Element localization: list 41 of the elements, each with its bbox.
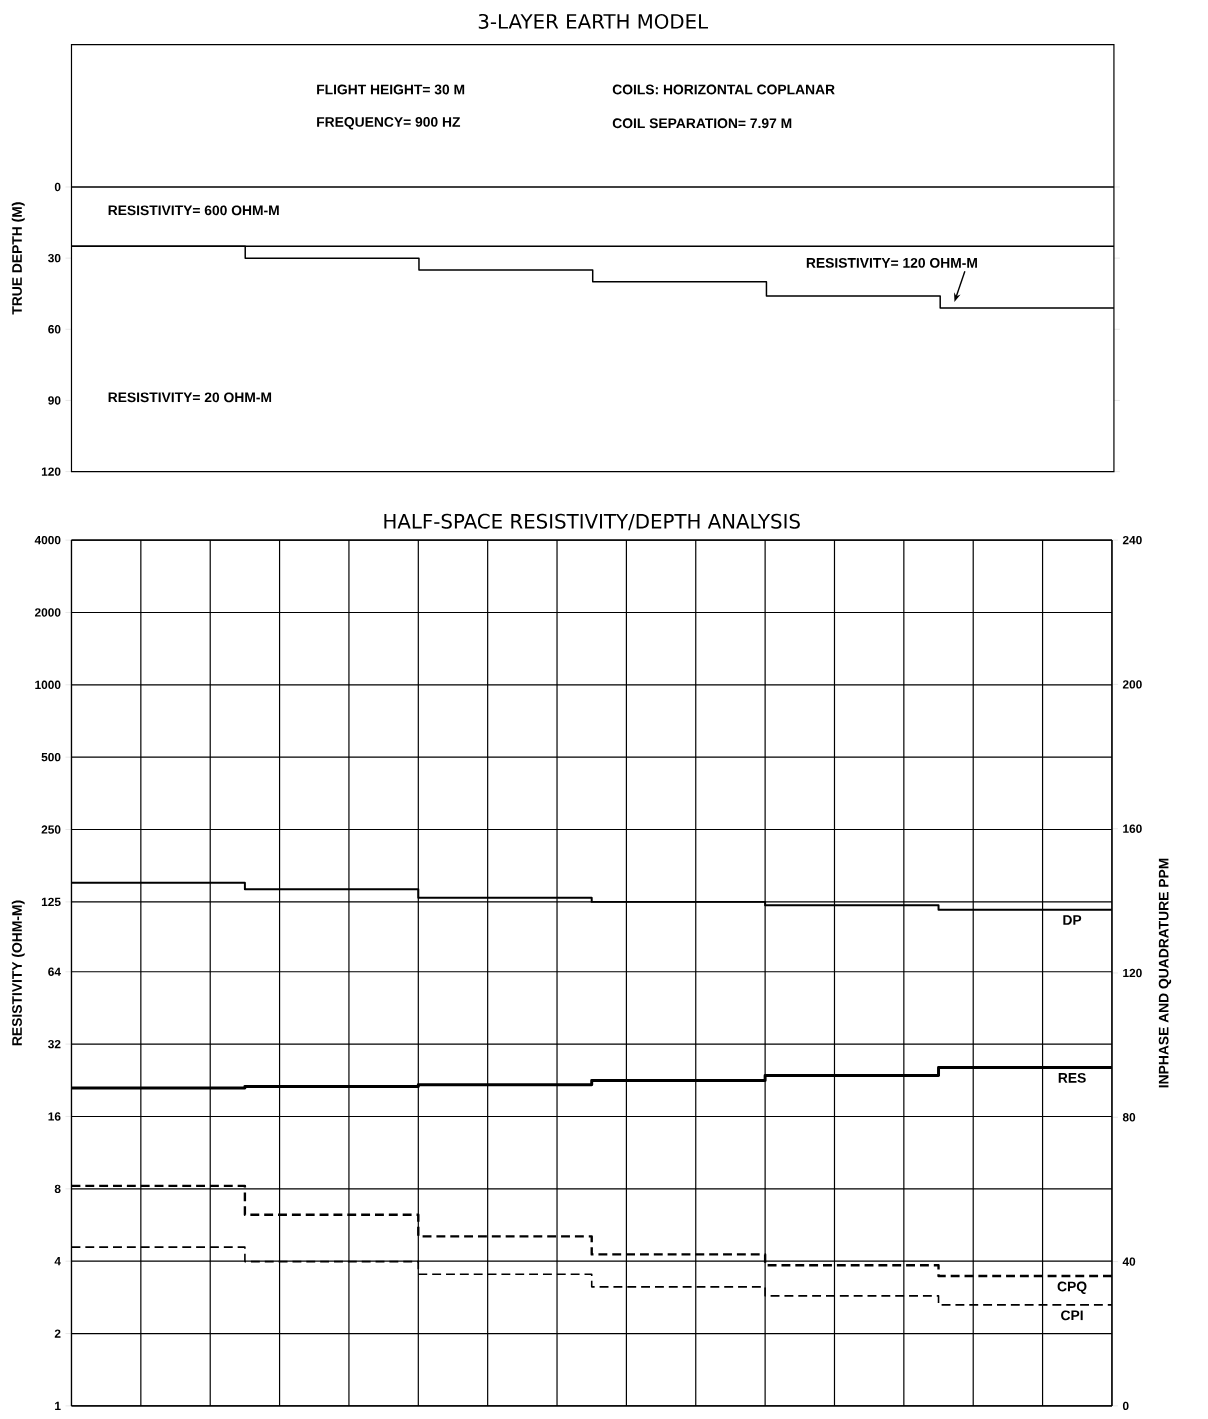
y2-tick-label: 160	[1123, 824, 1142, 833]
y2-tick-label: 200	[1122, 680, 1142, 689]
y2-tick-label: 0	[1122, 1401, 1129, 1411]
annotation: FREQUENCY= 900 HZ	[316, 117, 460, 130]
y-tick-label: 8	[54, 1184, 61, 1194]
y-axis-title: TRUE DEPTH (M)	[11, 202, 25, 315]
y-tick-label: 4000	[34, 535, 61, 545]
y-tick-label: 32	[47, 1039, 61, 1049]
annotation: FLIGHT HEIGHT= 30 M	[316, 84, 464, 95]
y-axis-title: RESISTIVITY (OHM-M)	[11, 900, 25, 1046]
y-tick-label: 120	[41, 467, 61, 476]
y-tick-label: 125	[41, 897, 61, 907]
y2-tick-label: 240	[1122, 535, 1142, 545]
annotation: COILS: HORIZONTAL COPLANAR	[612, 84, 835, 95]
series-label: CPI	[1060, 1310, 1083, 1321]
y-tick-label: 2000	[34, 608, 61, 617]
chart-title: HALF-SPACE RESISTIVITY/DEPTH ANALYSIS	[384, 513, 800, 531]
series-label: CPQ	[1057, 1281, 1087, 1294]
y-tick-label: 2	[54, 1329, 61, 1338]
y-tick-label: 30	[47, 253, 61, 263]
y-tick-label: 60	[48, 325, 61, 334]
y-tick-label: 16	[48, 1112, 61, 1121]
y-tick-label: 500	[41, 752, 61, 762]
y2-tick-label: 40	[1122, 1257, 1136, 1266]
y-tick-label: 1000	[35, 680, 61, 690]
annotation: RESISTIVITY= 600 OHM-M	[108, 205, 279, 216]
y2-axis-title: INPHASE AND QUADRATURE PPM	[1158, 858, 1171, 1088]
y-tick-label: 90	[48, 396, 61, 405]
annotation: RESISTIVITY= 20 OHM-M	[108, 392, 271, 403]
y-tick-label: 250	[41, 825, 61, 834]
series-label: RES	[1058, 1072, 1086, 1083]
y-tick-label: 64	[48, 967, 61, 976]
annotation: COIL SEPARATION= 7.97 M	[612, 118, 792, 129]
chart-title: 3-LAYER EARTH MODEL	[478, 13, 708, 29]
series-label: DP	[1063, 915, 1082, 925]
annotation: RESISTIVITY= 120 OHM-M	[806, 257, 977, 268]
y-tick-label: 4	[54, 1257, 61, 1266]
y2-tick-label: 80	[1122, 1113, 1136, 1122]
y2-tick-label: 120	[1123, 968, 1142, 978]
y-tick-label: 1	[54, 1401, 61, 1410]
y-tick-label: 0	[54, 182, 61, 192]
